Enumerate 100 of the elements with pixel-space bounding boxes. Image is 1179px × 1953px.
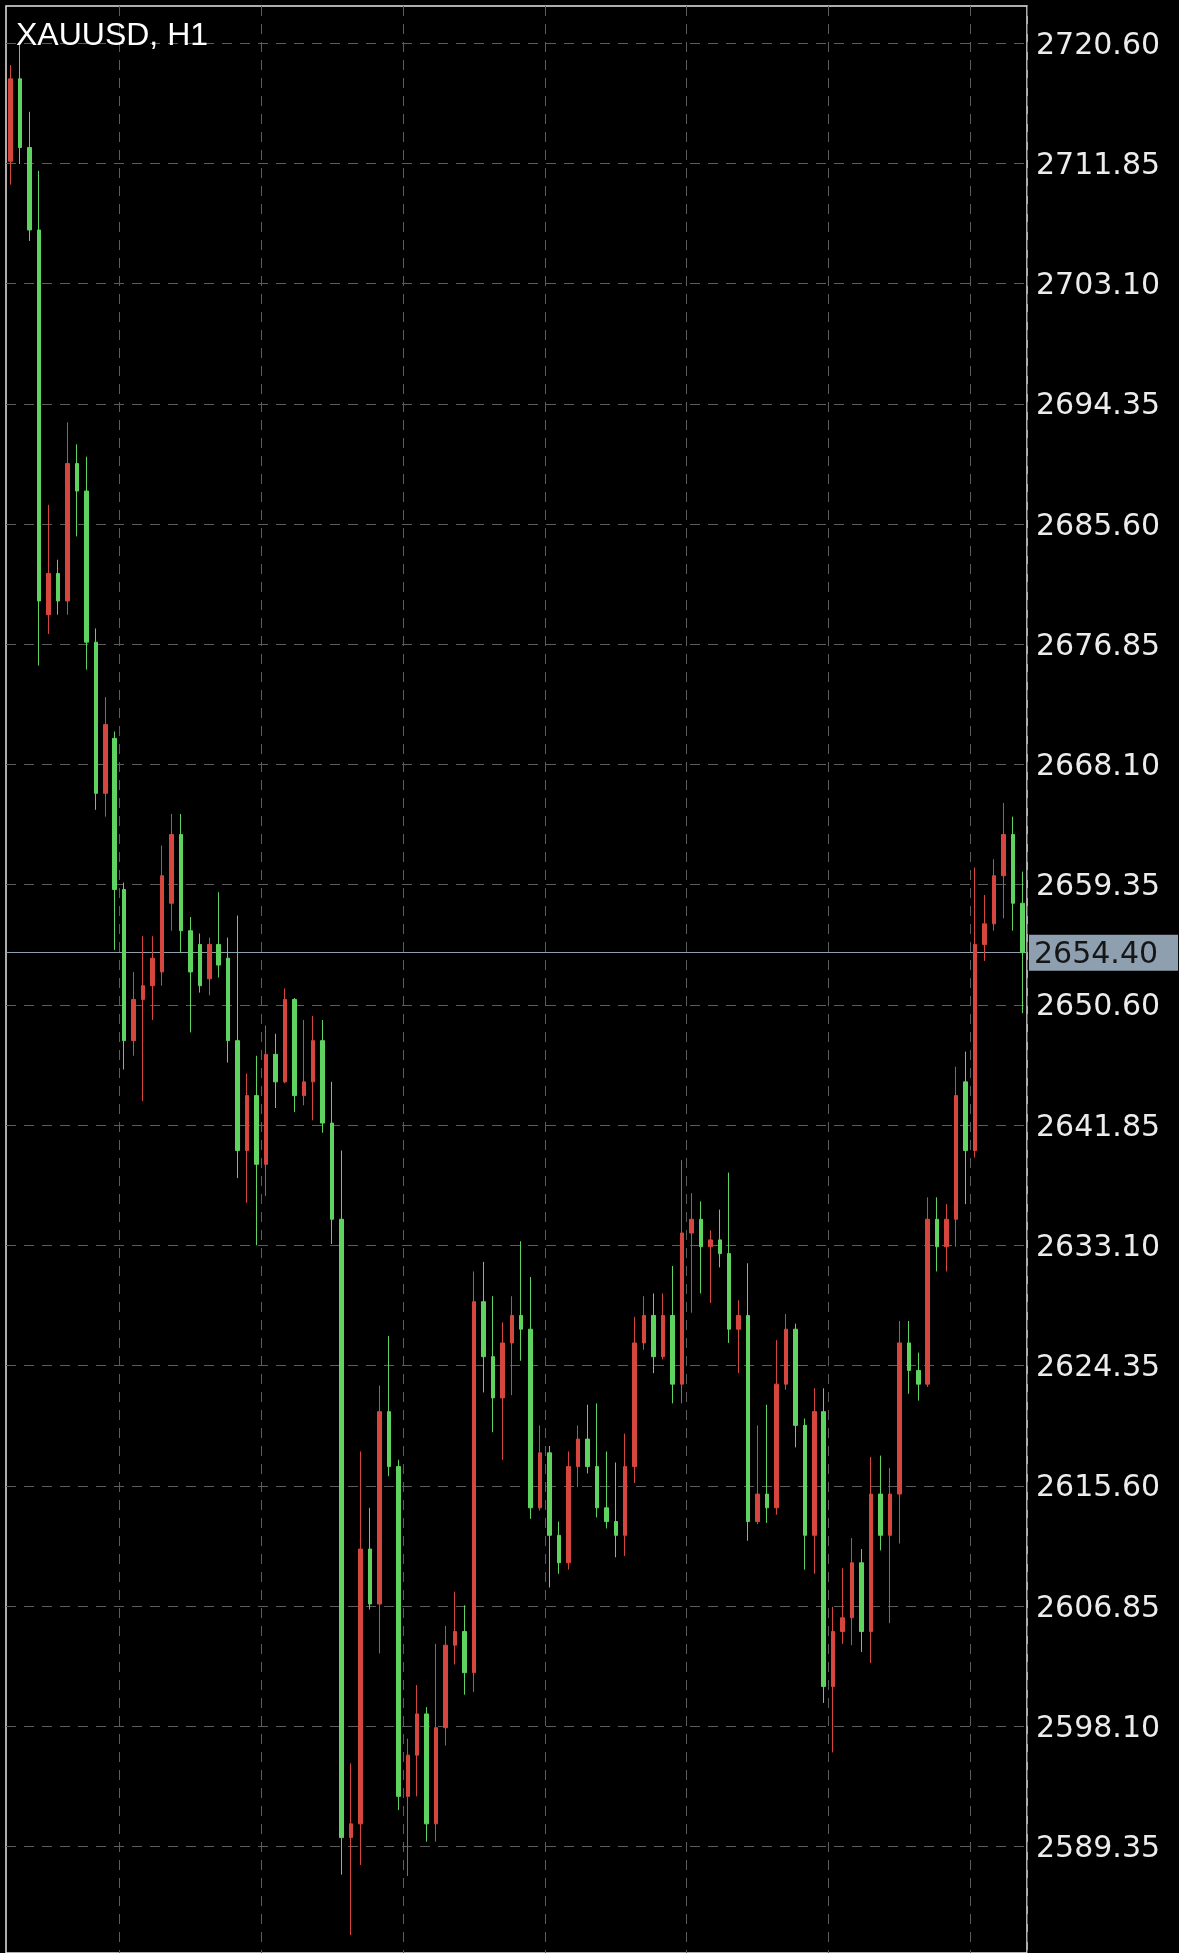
candlestick — [377, 1385, 382, 1654]
candlestick — [784, 1313, 788, 1391]
candlestick — [368, 1507, 372, 1610]
candlestick — [736, 1299, 741, 1374]
y-tick-label: 2685.60 — [1036, 506, 1161, 542]
candlestick — [75, 443, 79, 537]
candlestick — [689, 1192, 694, 1314]
candlestick — [1001, 802, 1006, 919]
y-tick-label: 2615.60 — [1036, 1468, 1161, 1504]
candlestick — [188, 916, 193, 1033]
candlestick — [264, 1025, 268, 1197]
candlestick — [831, 1606, 835, 1753]
candlestick — [595, 1402, 599, 1518]
y-tick-label: 2711.85 — [1036, 145, 1161, 181]
candlestick — [519, 1240, 523, 1362]
candlestick — [94, 627, 98, 811]
candlestick — [614, 1461, 618, 1558]
candlestick — [878, 1455, 883, 1551]
candlestick — [538, 1424, 542, 1512]
candlestick — [510, 1295, 514, 1396]
candlestick — [623, 1433, 627, 1557]
candlestick — [632, 1316, 637, 1484]
candlestick — [888, 1467, 892, 1624]
y-tick-label: 2633.10 — [1036, 1227, 1161, 1263]
candlestick — [585, 1404, 590, 1474]
y-tick-label: 2676.85 — [1036, 626, 1161, 662]
candlestick — [131, 971, 136, 1057]
candlestick — [765, 1404, 769, 1524]
candlestick — [65, 421, 70, 616]
candlestick — [642, 1295, 646, 1351]
y-tick-label: 2668.10 — [1036, 746, 1161, 782]
candlestick — [907, 1320, 911, 1395]
candlestick — [944, 1203, 949, 1272]
candlestick — [982, 894, 987, 962]
candlestick — [604, 1450, 609, 1529]
candlestick — [992, 858, 996, 932]
candlestick — [245, 1073, 249, 1204]
candlestick — [670, 1265, 675, 1404]
candlestick — [755, 1424, 760, 1525]
candlestick — [207, 937, 212, 996]
candlestick — [859, 1548, 864, 1653]
candlestick — [216, 891, 221, 978]
candlestick — [746, 1262, 750, 1542]
candlestick — [320, 1019, 325, 1134]
candlestick — [812, 1387, 817, 1575]
candlestick — [443, 1625, 448, 1747]
candlestick — [226, 937, 230, 1064]
candlestick — [699, 1200, 703, 1294]
candlestick — [254, 1055, 259, 1246]
candlestick — [311, 1015, 315, 1121]
candlestick — [1011, 816, 1015, 932]
candlestick — [916, 1352, 921, 1402]
candlestick — [37, 170, 41, 667]
y-tick-label: 2641.85 — [1036, 1107, 1161, 1143]
candlestick — [358, 1450, 363, 1866]
candlestick — [566, 1450, 571, 1571]
candlestick — [462, 1604, 467, 1696]
candlestick — [112, 730, 117, 951]
candlestick — [387, 1335, 391, 1477]
candlestick — [472, 1270, 476, 1693]
candlestick — [491, 1295, 495, 1433]
candlestick — [840, 1567, 845, 1645]
candlestick — [179, 813, 183, 954]
y-tick-label: 2720.60 — [1036, 25, 1161, 61]
candlestick — [198, 932, 202, 994]
candlestick — [169, 813, 174, 932]
candlestick — [330, 1081, 334, 1245]
candlestick — [925, 1196, 930, 1388]
candlestick — [406, 1738, 410, 1877]
candlestick — [302, 1019, 306, 1106]
candlestick — [963, 1051, 968, 1205]
candlestick — [897, 1320, 902, 1545]
candlestick — [850, 1537, 854, 1646]
candlestick — [528, 1276, 533, 1520]
candlestick — [727, 1172, 731, 1344]
ref-line-label: 2654.40 — [1034, 935, 1159, 971]
candlestick — [973, 867, 977, 1158]
candlestick — [661, 1292, 665, 1360]
y-tick-label: 2703.10 — [1036, 266, 1161, 302]
candlestick — [46, 504, 51, 635]
candlestick — [273, 1033, 278, 1109]
candlestick — [954, 1066, 958, 1248]
chart-title: XAUUSD, H1 — [16, 16, 209, 52]
candlestick — [803, 1418, 807, 1571]
candlestick — [415, 1684, 419, 1797]
candlestick — [576, 1424, 580, 1488]
candlestick — [141, 935, 145, 1102]
candlestick — [651, 1292, 656, 1374]
candlestick — [935, 1196, 939, 1272]
y-tick-label: 2606.85 — [1036, 1588, 1161, 1624]
candlestick — [27, 111, 32, 242]
candlestick — [56, 559, 60, 616]
candlestick — [122, 882, 126, 1070]
candlestick — [283, 987, 287, 1084]
candlestick — [349, 1762, 353, 1936]
candlestick — [103, 696, 108, 818]
candlestick — [339, 1150, 344, 1876]
y-tick-label: 2659.35 — [1036, 867, 1161, 903]
candlestick — [500, 1321, 505, 1461]
candlestick — [557, 1521, 561, 1575]
